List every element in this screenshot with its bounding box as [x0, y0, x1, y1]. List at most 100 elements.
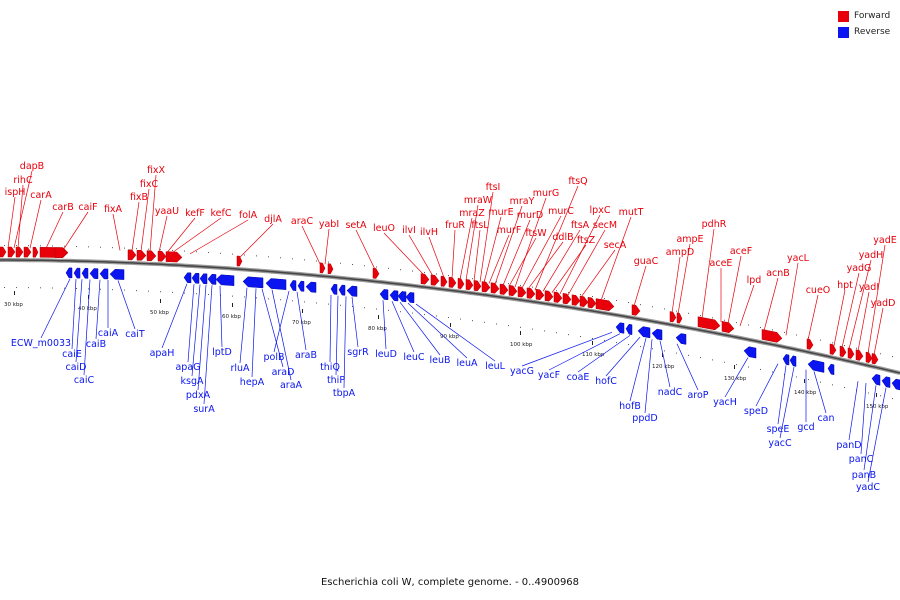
guide-dot-lower [832, 384, 833, 386]
reverse-gene-arrow [305, 281, 317, 293]
guide-dot-upper [388, 267, 389, 269]
forward-gene-leader [559, 214, 601, 295]
guide-dot-lower [100, 288, 101, 290]
guide-dot-upper [496, 281, 497, 283]
guide-dot-upper [676, 310, 677, 312]
guide-dot-lower [700, 357, 701, 359]
guide-dot-lower [892, 398, 893, 400]
forward-gene-leader [383, 232, 425, 276]
reverse-gene-label: pdxA [186, 390, 211, 401]
guide-dot-upper [796, 334, 797, 336]
forward-gene-leader [841, 272, 860, 348]
guide-dot-lower [304, 301, 305, 303]
forward-gene-leader [189, 219, 249, 255]
guide-dot-lower [328, 303, 329, 305]
forward-gene-label: secM [593, 220, 617, 231]
reverse-gene-arrow [389, 290, 399, 302]
guide-dot-upper [64, 245, 65, 247]
guide-dot-upper [712, 317, 713, 319]
guide-dot-lower [52, 287, 53, 289]
guide-dot-lower [340, 304, 341, 306]
forward-gene-arrow [553, 291, 563, 303]
guide-dot-lower [352, 305, 353, 307]
forward-gene-leader [29, 199, 42, 249]
legend-forward: Forward [838, 8, 898, 24]
forward-gene-label: carA [30, 190, 52, 201]
reverse-gene-arrow [338, 284, 346, 296]
guide-dot-lower [256, 297, 257, 299]
reverse-gene-leader [191, 284, 201, 377]
reverse-gene-arrow [330, 283, 338, 295]
guide-dot-lower [4, 287, 5, 289]
reverse-gene-arrow [871, 374, 881, 386]
forward-gene-label: secA [604, 240, 627, 251]
forward-gene-label: ilvH [420, 227, 438, 238]
guide-dot-lower [64, 287, 65, 289]
reverse-gene-arrow [191, 272, 200, 284]
forward-gene-arrow [526, 287, 536, 299]
reverse-gene-leader [203, 285, 213, 405]
forward-gene-arrow [806, 338, 814, 350]
reverse-gene-label: yacF [538, 370, 560, 381]
forward-gene-arrow [669, 311, 677, 323]
guide-dot-lower [112, 289, 113, 291]
forward-gene-label: yacL [787, 253, 810, 264]
reverse-gene-arrow [615, 322, 625, 334]
guide-dot-lower [376, 308, 377, 310]
reverse-gene-leader [848, 381, 859, 441]
forward-gene-label: leuO [373, 223, 395, 234]
guide-dot-upper [736, 322, 737, 324]
scale-tick [520, 331, 521, 335]
forward-gene-label: ftsW [525, 228, 547, 239]
forward-gene-leader [483, 216, 502, 283]
forward-gene-label: aceF [730, 246, 752, 257]
reverse-gene-leader [659, 340, 671, 388]
reverse-gene-label: rluA [230, 363, 250, 374]
forward-gene-label: ddlB [552, 232, 573, 243]
forward-gene-label: ilvI [402, 225, 416, 236]
guide-dot-lower [76, 288, 77, 290]
forward-gene-label: folA [239, 210, 258, 221]
reverse-gene-leader [187, 284, 195, 363]
guide-dot-upper [556, 290, 557, 292]
forward-gene-leader [514, 197, 547, 288]
forward-gene-label: guaC [634, 256, 659, 267]
reverse-gene-label: gcd [797, 422, 814, 433]
forward-gene-leader [63, 211, 89, 249]
reverse-gene-label: panB [852, 470, 876, 481]
forward-gene-leader [479, 191, 494, 283]
forward-gene-arrow [32, 246, 39, 258]
legend-reverse-label: Reverse [854, 27, 891, 37]
reverse-gene-leader [95, 279, 101, 340]
forward-gene-leader [701, 228, 715, 319]
reverse-gene-label: surA [193, 404, 215, 415]
forward-gene-arrow [855, 349, 864, 361]
forward-gene-label: yadH [859, 250, 884, 261]
guide-dot-lower [808, 379, 809, 381]
reverse-gene-label: caiD [66, 362, 87, 373]
forward-gene-arrow [23, 246, 32, 258]
guide-dot-upper [136, 248, 137, 250]
forward-gene-label: fruR [445, 220, 465, 231]
reverse-gene-leader [548, 333, 621, 371]
forward-gene-label: mraW [464, 195, 493, 206]
reverse-gene-arrow [99, 268, 109, 280]
guide-dot-lower [196, 293, 197, 295]
guide-dot-lower [628, 344, 629, 346]
guide-dot-upper [472, 278, 473, 280]
guide-dot-upper [772, 329, 773, 331]
reverse-gene-leader [863, 385, 877, 471]
reverse-gene-label: aroP [687, 390, 708, 401]
forward-gene-leader [807, 294, 819, 341]
guide-dot-lower [160, 291, 161, 293]
scale-tick [302, 309, 303, 313]
forward-gene-arrow [15, 246, 24, 258]
guide-dot-upper [208, 251, 209, 253]
guide-dot-upper [580, 294, 581, 296]
reverse-gene-arrow [89, 268, 99, 279]
forward-gene-arrow [829, 343, 837, 355]
forward-gene-leader [149, 174, 157, 252]
forward-gene-label: ispH [5, 187, 26, 198]
guide-dot-lower [676, 352, 677, 354]
forward-gene-arrow [473, 280, 482, 292]
